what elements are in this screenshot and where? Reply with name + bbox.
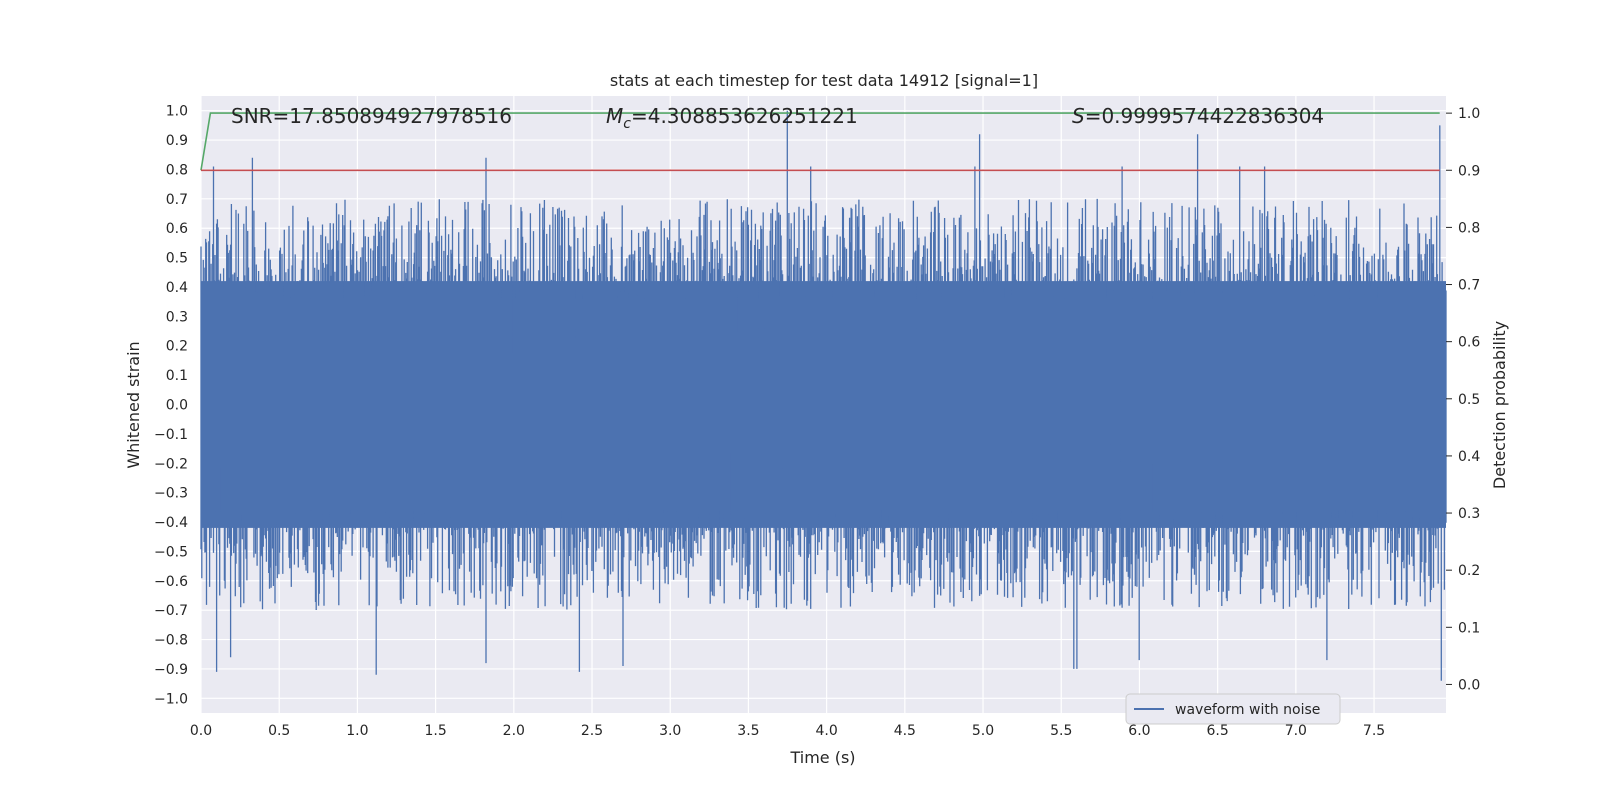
- y-tick-label: 0.6: [166, 221, 188, 237]
- x-axis-label: Time (s): [789, 748, 855, 767]
- x-tick-label: 3.0: [659, 723, 681, 739]
- y2-tick-label: 0.1: [1458, 620, 1480, 636]
- mc-subscript: c: [623, 116, 631, 132]
- score-annotation: S=0.9999574422836304: [1072, 104, 1324, 128]
- y2-tick-label: 0.8: [1458, 220, 1480, 236]
- y-tick-label: 0.1: [166, 368, 188, 384]
- y-tick-label: 0.3: [166, 309, 188, 325]
- mc-value: =4.308853626251221: [631, 104, 858, 128]
- y2-tick-label: 0.2: [1458, 563, 1480, 579]
- y-tick-label: −0.7: [154, 603, 188, 619]
- y2-tick-label: 0.6: [1458, 335, 1480, 351]
- y-tick-label: −0.5: [154, 544, 188, 560]
- y-tick-label: 1.0: [166, 104, 188, 120]
- x-tick-label: 6.0: [1128, 723, 1150, 739]
- probability-series: [200, 112, 1440, 172]
- x-tick-label: 5.0: [972, 723, 994, 739]
- y-tick-label: 0.2: [166, 339, 188, 355]
- legend-label: waveform with noise: [1175, 702, 1320, 718]
- x-tick-label: 0.0: [190, 723, 212, 739]
- s-symbol: S: [1072, 104, 1085, 128]
- x-tick-label: 5.5: [1050, 723, 1072, 739]
- x-tick-label: 4.5: [894, 723, 916, 739]
- legend-box: [1125, 693, 1341, 725]
- y-tick-label: 0.0: [166, 398, 188, 414]
- y-tick-label: 0.5: [166, 251, 188, 267]
- y-tick-label: −0.3: [154, 486, 188, 502]
- detection-probability-line: [200, 112, 1440, 171]
- y2-tick-label: 0.9: [1458, 163, 1480, 179]
- y-tick-label: −0.1: [154, 427, 188, 443]
- x-tick-label: 2.5: [581, 723, 603, 739]
- x-tick-label: 4.0: [815, 723, 837, 739]
- chirp-mass-annotation: Mc=4.308853626251221: [606, 104, 858, 132]
- x-tick-label: 6.5: [1207, 723, 1229, 739]
- x-tick-label: 0.5: [268, 723, 290, 739]
- y-tick-label: 0.4: [166, 280, 188, 296]
- y-tick-label: −0.9: [154, 662, 188, 678]
- y2-tick-label: 0.5: [1458, 392, 1480, 408]
- x-tick-label: 2.0: [503, 723, 525, 739]
- y-tick-label: −0.8: [154, 633, 188, 649]
- y-tick-label: −0.4: [154, 515, 188, 531]
- waveform-line: [200, 110, 1447, 681]
- y2-tick-label: 0.4: [1458, 449, 1480, 465]
- axes: 0.0 0.5 1.0 1.5 2.0 2.5 3.0 3.5 4.0 4.5 5.0 5.5 6.0 6…: [154, 104, 1480, 739]
- x-tick-label: 1.5: [424, 723, 446, 739]
- waveform-series: [200, 110, 1447, 681]
- y2-tick-label: 1.0: [1458, 106, 1480, 122]
- y-tick-label: 0.9: [166, 133, 188, 149]
- y-tick-label: −0.6: [154, 574, 188, 590]
- legend: waveform with noise: [1125, 693, 1341, 725]
- y2-tick-label: 0.0: [1458, 677, 1480, 693]
- y-axis-label: Whitened strain: [124, 341, 143, 468]
- y-tick-label: 0.7: [166, 192, 188, 208]
- x-tick-label: 3.5: [737, 723, 759, 739]
- y-tick-label: −1.0: [154, 691, 188, 707]
- y-tick-label: 0.8: [166, 162, 188, 178]
- x-tick-label: 7.0: [1285, 723, 1307, 739]
- x-tick-label: 7.5: [1363, 723, 1385, 739]
- y2-axis-label: Detection probability: [1490, 321, 1509, 489]
- chart-title: stats at each timestep for test data 149…: [610, 71, 1038, 90]
- snr-annotation: SNR=17.850894927978516: [231, 104, 512, 128]
- s-value: =0.9999574422836304: [1085, 104, 1324, 128]
- y-tick-label: −0.2: [154, 456, 188, 472]
- y2-tick-label: 0.3: [1458, 506, 1480, 522]
- mc-symbol: M: [606, 104, 623, 128]
- x-tick-label: 1.0: [346, 723, 368, 739]
- y2-tick-label: 0.7: [1458, 278, 1480, 294]
